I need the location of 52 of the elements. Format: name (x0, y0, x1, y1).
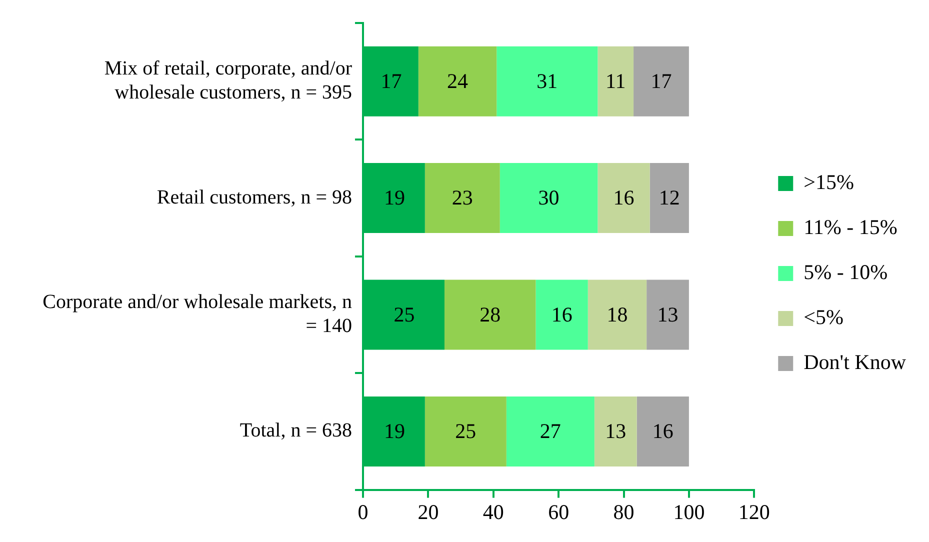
data-label: 27 (540, 418, 561, 443)
bar (424, 163, 500, 234)
data-label: 24 (447, 68, 469, 93)
x-tick-label: 20 (418, 500, 439, 524)
bar (424, 396, 506, 466)
legend-label: 5% - 10% (804, 260, 888, 284)
x-tick-label: 120 (738, 500, 770, 524)
bar (496, 46, 598, 116)
data-label: 18 (606, 302, 628, 326)
data-label: 17 (380, 68, 402, 93)
bar (444, 280, 536, 350)
y-tick-label: Total, n = 638 (240, 420, 352, 442)
data-label: 16 (551, 302, 572, 326)
x-tick-label: 60 (548, 500, 570, 524)
legend-label: 11% - 15% (804, 215, 898, 240)
data-label: 25 (394, 302, 415, 326)
data-label: 25 (455, 418, 476, 443)
bar (594, 396, 637, 466)
data-label: 19 (384, 186, 405, 210)
x-tick-label: 100 (673, 500, 705, 524)
bar (506, 396, 594, 466)
data-label: 13 (657, 302, 678, 326)
bar (636, 396, 689, 466)
bar (650, 163, 689, 234)
legend-label: Don't Know (804, 350, 907, 374)
legend-label: >15% (804, 170, 854, 194)
bar (634, 46, 689, 116)
y-tick-label: Retail customers, n = 98 (156, 186, 352, 208)
data-label: 11 (605, 68, 626, 93)
data-label: 19 (384, 418, 405, 443)
x-tick-label: 0 (358, 500, 368, 524)
data-label: 16 (613, 186, 634, 210)
bar (500, 163, 598, 234)
bar (646, 280, 689, 350)
bar (588, 280, 647, 350)
bar (418, 46, 497, 116)
data-label: 30 (538, 186, 560, 210)
data-label: 28 (480, 302, 501, 326)
data-label: 31 (536, 68, 558, 93)
legend-label: <5% (804, 305, 844, 330)
bar (598, 163, 650, 234)
data-label: 17 (650, 68, 672, 93)
x-tick-label: 40 (482, 500, 504, 524)
data-label: 12 (658, 186, 680, 210)
x-tick-label: 80 (613, 500, 634, 524)
bar (598, 46, 634, 116)
data-label: 13 (605, 418, 626, 443)
data-label: 23 (452, 186, 473, 210)
y-tick-label: Corporate and/or wholesale markets, n = 140 (42, 291, 352, 337)
data-label: 16 (652, 418, 674, 443)
bar (536, 280, 588, 350)
y-tick-label: Mix of retail, corporate, and/or wholesale customers, n = 395 (104, 58, 352, 104)
